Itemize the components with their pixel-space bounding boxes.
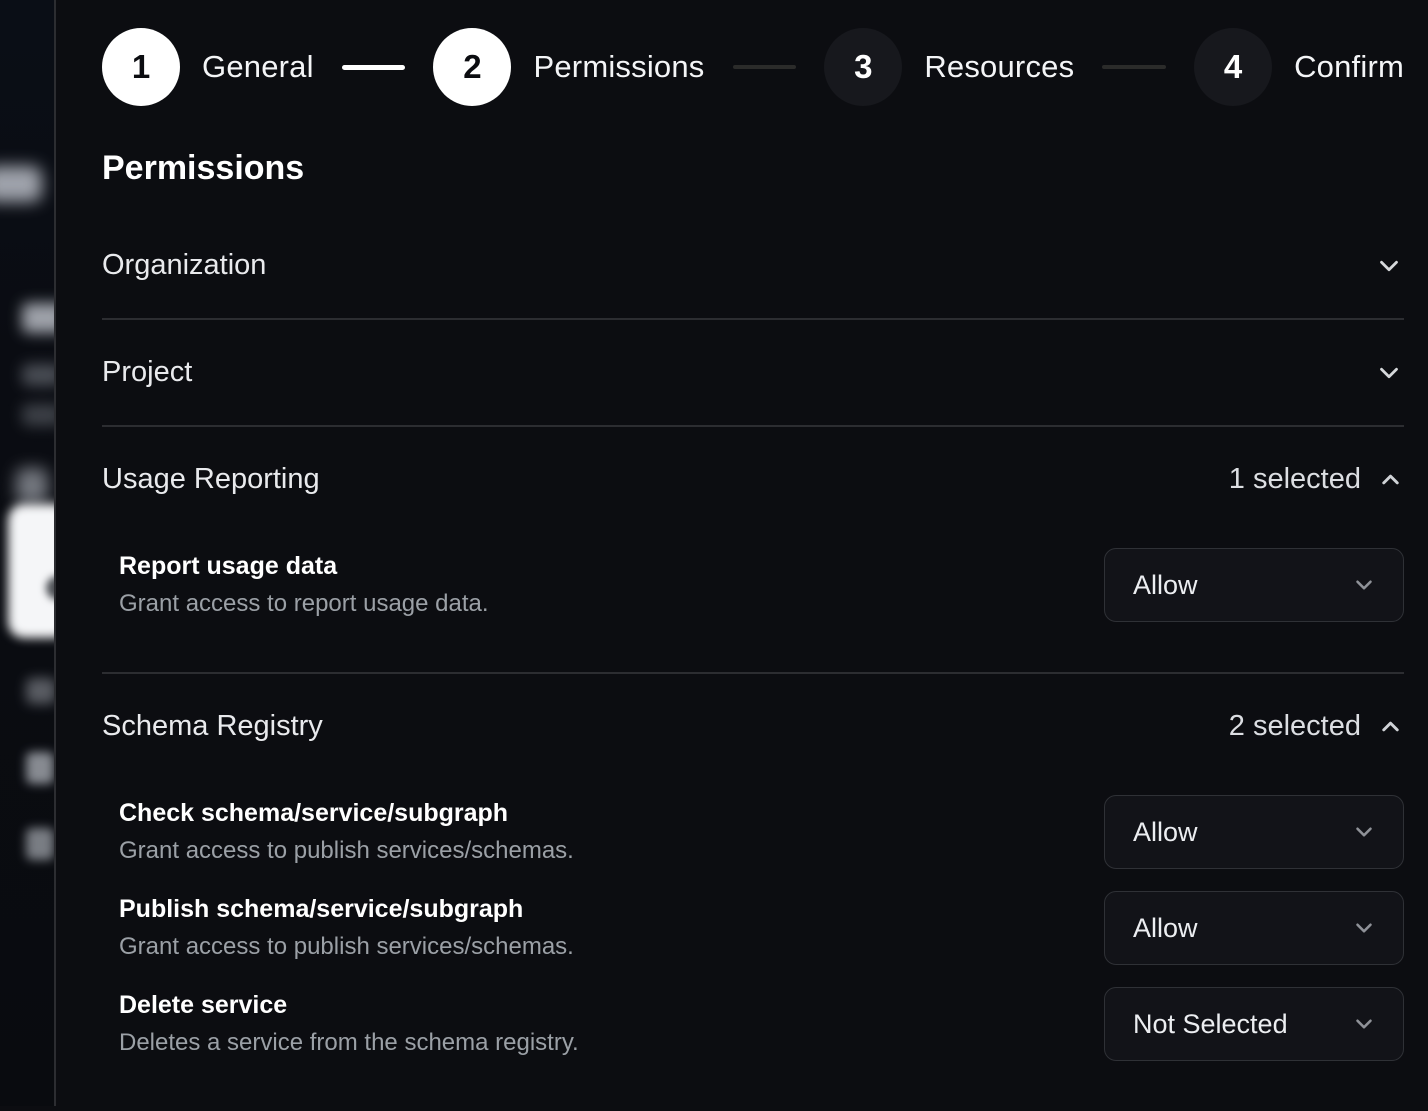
page-title: Permissions — [102, 149, 305, 187]
chevron-down-icon — [1351, 819, 1377, 845]
step-confirm-label: Confirm — [1294, 49, 1405, 84]
permission-text: Check schema/service/subgraph Grant acce… — [119, 799, 574, 865]
permission-select-delete-service[interactable]: Not Selected — [1104, 987, 1404, 1062]
permission-row-check-schema: Check schema/service/subgraph Grant acce… — [102, 795, 1404, 870]
section-organization: Organization — [102, 213, 1404, 321]
step-permissions-label: Permissions — [533, 49, 705, 84]
section-schema-registry: Schema Registry 2 selected Check schema/… — [102, 674, 1404, 1111]
step-general-label: General — [202, 49, 314, 84]
sidebar-blur-card — [8, 504, 54, 638]
step-general[interactable]: 1 General — [102, 28, 314, 106]
step-permissions[interactable]: 2 Permissions — [433, 28, 704, 106]
section-title: Project — [102, 356, 193, 389]
permission-text: Delete service Deletes a service from th… — [119, 991, 579, 1057]
step-resources[interactable]: 3 Resources — [824, 28, 1074, 106]
selected-count: 1 selected — [1228, 463, 1361, 496]
permission-title: Publish schema/service/subgraph — [119, 895, 524, 924]
section-project: Project — [102, 320, 1404, 428]
stepper-connector — [732, 65, 797, 69]
sidebar-blur-blob — [26, 678, 54, 704]
sidebar-blur-blob — [46, 576, 54, 600]
chevron-up-icon — [1377, 713, 1404, 740]
permission-sections: Organization Project Usage Reporting 1 s… — [102, 213, 1404, 1111]
step-permissions-number: 2 — [433, 28, 512, 106]
section-title: Usage Reporting — [102, 463, 320, 496]
select-value: Allow — [1133, 569, 1198, 600]
sidebar-blur-blob — [22, 364, 54, 386]
step-general-number: 1 — [102, 28, 180, 106]
chevron-up-icon — [1377, 466, 1404, 493]
background-sidebar — [0, 0, 54, 1106]
chevron-down-icon — [1351, 915, 1377, 941]
permission-description: Grant access to publish services/schemas… — [119, 933, 574, 961]
section-meta: 1 selected — [1229, 463, 1404, 496]
permission-text: Publish schema/service/subgraph Grant ac… — [119, 895, 574, 961]
section-schema-registry-header[interactable]: Schema Registry 2 selected — [102, 674, 1404, 779]
selected-count: 2 selected — [1228, 710, 1361, 743]
wizard-stepper: 1 General 2 Permissions 3 Resources 4 Co… — [102, 28, 1404, 106]
permission-row-report-usage-data: Report usage data Grant access to report… — [102, 548, 1404, 623]
permissions-step-panel: 1 General 2 Permissions 3 Resources 4 Co… — [56, 0, 1428, 1106]
stepper-connector — [341, 64, 406, 70]
permission-select-report-usage-data[interactable]: Allow — [1104, 548, 1404, 623]
permission-row-publish-schema: Publish schema/service/subgraph Grant ac… — [102, 891, 1404, 966]
sidebar-blur-blob — [22, 404, 54, 426]
select-value: Allow — [1133, 816, 1198, 847]
section-title: Organization — [102, 249, 267, 282]
section-organization-header[interactable]: Organization — [102, 213, 1404, 318]
chevron-down-icon — [1374, 251, 1404, 281]
chevron-down-icon — [1374, 358, 1404, 388]
sidebar-blur-blob — [0, 166, 42, 202]
section-usage-reporting-body: Report usage data Grant access to report… — [102, 532, 1404, 672]
permission-row-delete-service: Delete service Deletes a service from th… — [102, 987, 1404, 1062]
permission-select-publish-schema[interactable]: Allow — [1104, 891, 1404, 966]
section-usage-reporting: Usage Reporting 1 selected Report usage … — [102, 427, 1404, 675]
step-resources-number: 3 — [824, 28, 903, 106]
modal-edge-divider — [54, 0, 56, 1106]
permission-title: Check schema/service/subgraph — [119, 799, 509, 828]
section-meta: 2 selected — [1229, 710, 1404, 743]
permission-text: Report usage data Grant access to report… — [119, 552, 489, 618]
permission-description: Grant access to report usage data. — [119, 590, 489, 618]
sidebar-blur-blob — [16, 468, 48, 504]
stepper-connector — [1102, 65, 1167, 69]
section-usage-reporting-header[interactable]: Usage Reporting 1 selected — [102, 427, 1404, 532]
step-resources-label: Resources — [924, 49, 1075, 84]
sidebar-blur-blob — [26, 828, 54, 860]
step-confirm[interactable]: 4 Confirm — [1194, 28, 1404, 106]
sidebar-blur-blob — [26, 752, 54, 784]
select-value: Not Selected — [1133, 1008, 1288, 1039]
permission-description: Deletes a service from the schema regist… — [119, 1029, 579, 1057]
permission-select-check-schema[interactable]: Allow — [1104, 795, 1404, 870]
select-value: Allow — [1133, 912, 1198, 943]
sidebar-blur-blob — [22, 303, 54, 333]
section-title: Schema Registry — [102, 710, 323, 743]
section-project-header[interactable]: Project — [102, 320, 1404, 425]
permission-title: Report usage data — [119, 552, 338, 581]
chevron-down-icon — [1351, 1011, 1377, 1037]
permission-description: Grant access to publish services/schemas… — [119, 837, 574, 865]
step-confirm-number: 4 — [1194, 28, 1273, 106]
chevron-down-icon — [1351, 572, 1377, 598]
permission-title: Delete service — [119, 991, 288, 1020]
section-schema-registry-body: Check schema/service/subgraph Grant acce… — [102, 779, 1404, 1111]
